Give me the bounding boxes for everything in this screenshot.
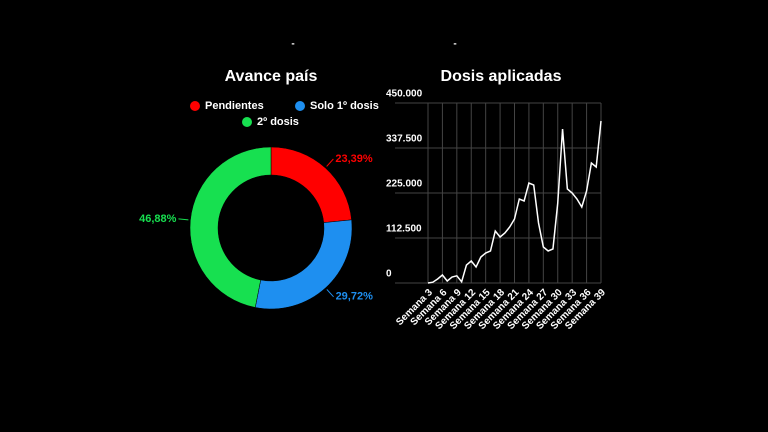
legend-marker bbox=[295, 101, 305, 111]
y-tick-label: 337.500 bbox=[386, 134, 423, 145]
legend-label: Pendientes bbox=[205, 100, 264, 112]
leader-line bbox=[326, 158, 334, 167]
y-tick-label: 112.500 bbox=[386, 224, 422, 235]
legend-label: Solo 1º dosis bbox=[310, 100, 379, 112]
value-label: 29,72% bbox=[336, 291, 374, 303]
chart-title: Dosis aplicadas bbox=[441, 68, 562, 85]
leader-line bbox=[326, 289, 334, 298]
subtitle: - bbox=[291, 39, 294, 50]
y-tick-label: 0 bbox=[386, 269, 392, 280]
donut-segment bbox=[189, 146, 272, 308]
leader-line bbox=[178, 218, 189, 221]
y-tick-label: 225.000 bbox=[386, 179, 423, 190]
y-tick-label: 450.000 bbox=[386, 89, 423, 100]
legend-label: 2º dosis bbox=[257, 116, 299, 128]
subtitle: - bbox=[453, 39, 456, 50]
legend-marker bbox=[242, 117, 252, 127]
line-series bbox=[427, 120, 602, 284]
chart-title: Avance país bbox=[225, 68, 318, 85]
value-label: 46,88% bbox=[139, 213, 177, 225]
legend-marker bbox=[190, 101, 200, 111]
value-label: 23,39% bbox=[335, 153, 373, 165]
